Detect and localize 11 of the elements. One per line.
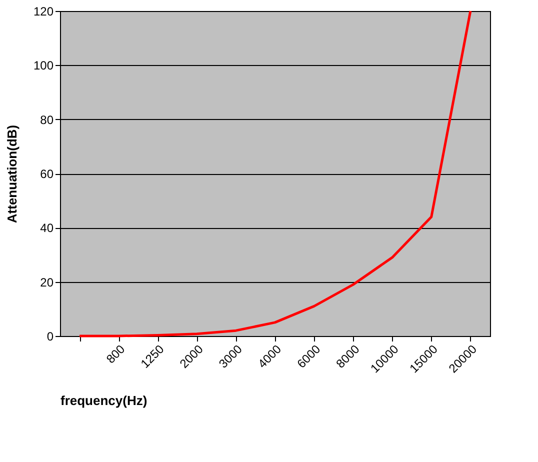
y-tick-label: 100 <box>33 58 54 73</box>
y-tick-label: 60 <box>40 167 54 181</box>
x-tick-label: 800 <box>104 342 128 366</box>
y-tick-label: 120 <box>33 4 54 18</box>
line-series <box>78 10 472 338</box>
y-tick-label: 80 <box>40 112 54 127</box>
y-tick-label: 20 <box>40 275 54 290</box>
x-axis-title: frequency(Hz) <box>60 392 148 408</box>
y-tick-label: 40 <box>40 221 54 236</box>
y-tick-label: 0 <box>46 330 54 344</box>
y-axis-title: Attenuation(dB) <box>4 124 20 224</box>
